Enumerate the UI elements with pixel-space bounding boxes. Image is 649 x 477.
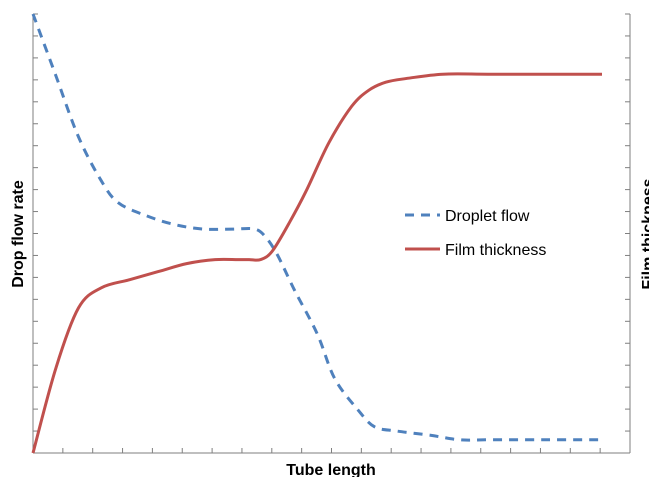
plot-area <box>31 13 602 454</box>
y2-axis-title: Film thickness <box>640 178 649 289</box>
legend-label-droplet-flow: Droplet flow <box>445 208 530 225</box>
legend-label-film-thickness: Film thickness <box>445 242 546 259</box>
series-line-film-thickness <box>31 72 602 454</box>
x-axis-title: Tube length <box>286 462 375 477</box>
legend: Droplet flow Film thickness <box>405 208 546 259</box>
axes <box>32 13 631 454</box>
y-axis-title: Drop flow rate <box>10 180 27 288</box>
series-line-droplet-flow <box>31 13 602 442</box>
